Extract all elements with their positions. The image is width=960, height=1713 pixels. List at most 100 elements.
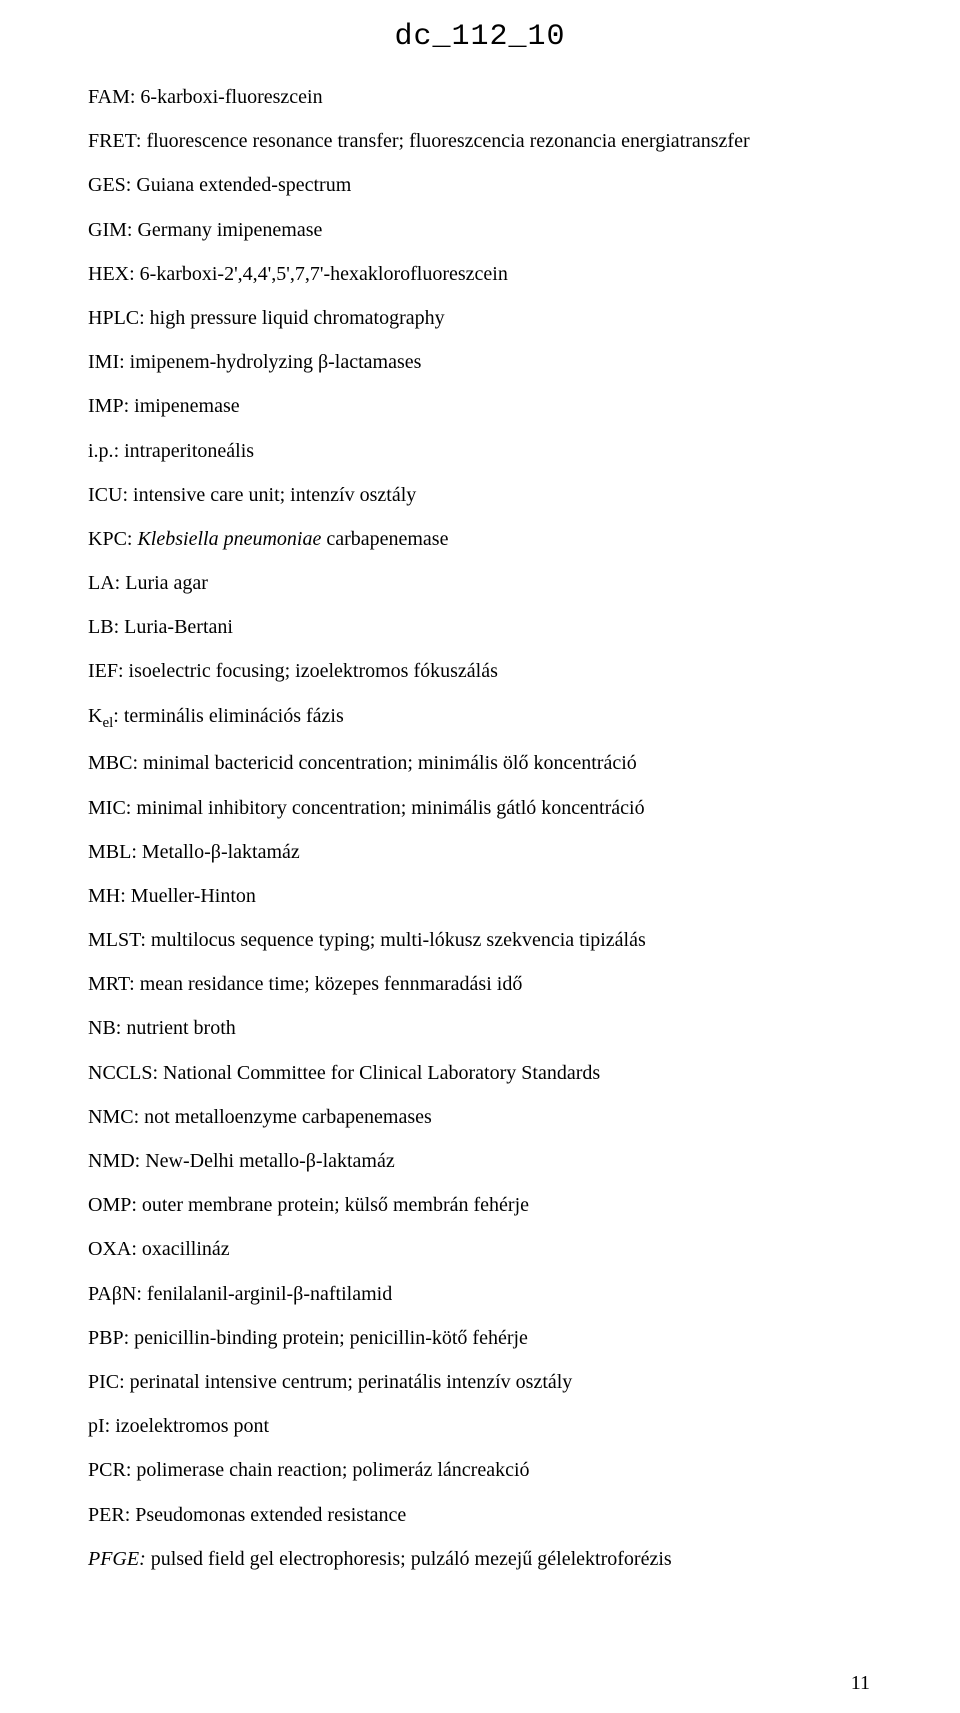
abbr-entry: IMI: imipenem-hydrolyzing β-lactamases xyxy=(88,347,872,377)
definition: : not metalloenzyme carbapenemases xyxy=(134,1106,432,1128)
definition: : New-Delhi metallo-β-laktamáz xyxy=(135,1150,395,1172)
definition: : outer membrane protein; külső membrán … xyxy=(131,1194,529,1216)
abbr: ICU xyxy=(88,484,122,506)
abbr-entry: MIC: minimal inhibitory concentration; m… xyxy=(88,793,872,823)
abbr: NMD xyxy=(88,1150,135,1172)
definition: : fluorescence resonance transfer; fluor… xyxy=(136,130,750,152)
definition: : isoelectric focusing; izoelektromos fó… xyxy=(118,660,498,682)
abbr: MLST xyxy=(88,929,140,951)
abbr-entry: PAβN: fenilalanil-arginil-β-naftilamid xyxy=(88,1279,872,1309)
definition: : multilocus sequence typing; multi-lóku… xyxy=(140,929,645,951)
abbr: MH xyxy=(88,885,120,907)
abbr: IMI xyxy=(88,351,119,373)
definition: : minimal inhibitory concentration; mini… xyxy=(126,797,645,819)
abbr: pI xyxy=(88,1415,105,1437)
abbr: MBL xyxy=(88,841,131,863)
definition: : 6-karboxi-2',4,4',5',7,7'-hexakloroflu… xyxy=(129,263,508,285)
definition-post: carbapenemase xyxy=(321,528,448,550)
abbr-entry: MLST: multilocus sequence typing; multi-… xyxy=(88,925,872,955)
abbr: MRT xyxy=(88,973,129,995)
document-header: dc_112_10 xyxy=(88,20,872,54)
abbr-entry: LB: Luria-Bertani xyxy=(88,612,872,642)
abbr-entry: MRT: mean residance time; közepes fennma… xyxy=(88,969,872,999)
abbr: PFGE: xyxy=(88,1548,146,1570)
definition: : oxacillináz xyxy=(131,1238,229,1260)
abbr-entry: FRET: fluorescence resonance transfer; f… xyxy=(88,126,872,156)
abbr-entry: HEX: 6-karboxi-2',4,4',5',7,7'-hexakloro… xyxy=(88,259,872,289)
abbr: FAM xyxy=(88,86,130,108)
abbr: PIC xyxy=(88,1371,119,1393)
abbr-entry: PBP: penicillin-binding protein; penicil… xyxy=(88,1323,872,1353)
definition: : Pseudomonas extended resistance xyxy=(125,1504,407,1526)
page-number: 11 xyxy=(851,1672,870,1695)
abbr-entry: NMD: New-Delhi metallo-β-laktamáz xyxy=(88,1146,872,1176)
abbr-entry: NMC: not metalloenzyme carbapenemases xyxy=(88,1102,872,1132)
abbr: MBC xyxy=(88,752,132,774)
abbr-entry: HPLC: high pressure liquid chromatograph… xyxy=(88,303,872,333)
abbr: GIM xyxy=(88,219,127,241)
abbr: NCCLS xyxy=(88,1062,152,1084)
abbr: GES xyxy=(88,174,126,196)
abbr-entry: IMP: imipenemase xyxy=(88,391,872,421)
definition: : penicillin-binding protein; penicillin… xyxy=(124,1327,528,1349)
abbr-entry: PCR: polimerase chain reaction; polimerá… xyxy=(88,1455,872,1485)
definition: : 6-karboxi-fluoreszcein xyxy=(130,86,323,108)
abbr-entry: MH: Mueller-Hinton xyxy=(88,881,872,911)
abbr: FRET xyxy=(88,130,136,152)
abbr: OMP xyxy=(88,1194,131,1216)
abbr-entry: i.p.: intraperitoneális xyxy=(88,436,872,466)
definition: : Guiana extended-spectrum xyxy=(126,174,351,196)
definition: : imipenemase xyxy=(124,395,240,417)
abbr: PER xyxy=(88,1504,125,1526)
abbr-entry: KPC: Klebsiella pneumoniae carbapenemase xyxy=(88,524,872,554)
definition: : Mueller-Hinton xyxy=(120,885,256,907)
definition: : Luria-Bertani xyxy=(114,616,233,638)
abbr-entry: PFGE: pulsed field gel electrophoresis; … xyxy=(88,1544,872,1574)
abbr-entry: PIC: perinatal intensive centrum; perina… xyxy=(88,1367,872,1397)
definition: : terminális eliminációs fázis xyxy=(113,705,344,727)
definition: : Luria agar xyxy=(115,572,208,594)
abbr-entry: pI: izoelektromos pont xyxy=(88,1411,872,1441)
abbr: NMC xyxy=(88,1106,134,1128)
abbr-entry: FAM: 6-karboxi-fluoreszcein xyxy=(88,82,872,112)
definition: pulsed field gel electrophoresis; pulzál… xyxy=(146,1548,672,1570)
definition: : intensive care unit; intenzív osztály xyxy=(122,484,416,506)
definition: : mean residance time; közepes fennmarad… xyxy=(129,973,522,995)
definition: : fenilalanil-arginil-β-naftilamid xyxy=(136,1283,392,1305)
abbr-entry: PER: Pseudomonas extended resistance xyxy=(88,1500,872,1530)
abbr: IMP xyxy=(88,395,124,417)
abbr: LA xyxy=(88,572,115,594)
abbr: LB xyxy=(88,616,114,638)
abbr: KPC xyxy=(88,528,127,550)
abbr: HEX xyxy=(88,263,129,285)
definition: : imipenem-hydrolyzing β-lactamases xyxy=(119,351,421,373)
definition: : intraperitoneális xyxy=(114,440,255,462)
abbr: PCR xyxy=(88,1459,126,1481)
definition-pre: : xyxy=(127,528,138,550)
abbr: i.p. xyxy=(88,440,114,462)
abbr: PAβN xyxy=(88,1283,136,1305)
definition-italic: Klebsiella pneumoniae xyxy=(137,528,321,550)
definition: : minimal bactericid concentration; mini… xyxy=(132,752,636,774)
abbr: IEF xyxy=(88,660,118,682)
abbr-entry: OXA: oxacillináz xyxy=(88,1234,872,1264)
abbreviation-list: FAM: 6-karboxi-fluoreszcein FRET: fluores… xyxy=(88,82,872,1574)
abbr-entry: LA: Luria agar xyxy=(88,568,872,598)
definition: : high pressure liquid chromatography xyxy=(139,307,445,329)
abbr: MIC xyxy=(88,797,126,819)
abbr-entry: NCCLS: National Committee for Clinical L… xyxy=(88,1058,872,1088)
abbr-entry: IEF: isoelectric focusing; izoelektromos… xyxy=(88,656,872,686)
definition: : Metallo-β-laktamáz xyxy=(131,841,299,863)
abbr-entry: OMP: outer membrane protein; külső membr… xyxy=(88,1190,872,1220)
definition: : polimerase chain reaction; polimeráz l… xyxy=(126,1459,530,1481)
abbr-entry: ICU: intensive care unit; intenzív osztá… xyxy=(88,480,872,510)
definition: : izoelektromos pont xyxy=(105,1415,269,1437)
definition: : National Committee for Clinical Labora… xyxy=(152,1062,600,1084)
abbr-entry: Kel: terminális eliminációs fázis xyxy=(88,701,872,735)
abbr-entry: NB: nutrient broth xyxy=(88,1013,872,1043)
definition: : nutrient broth xyxy=(116,1017,236,1039)
abbr: PBP xyxy=(88,1327,124,1349)
abbr-entry: MBL: Metallo-β-laktamáz xyxy=(88,837,872,867)
definition: : Germany imipenemase xyxy=(127,219,323,241)
abbr-subscript: el xyxy=(102,715,113,731)
